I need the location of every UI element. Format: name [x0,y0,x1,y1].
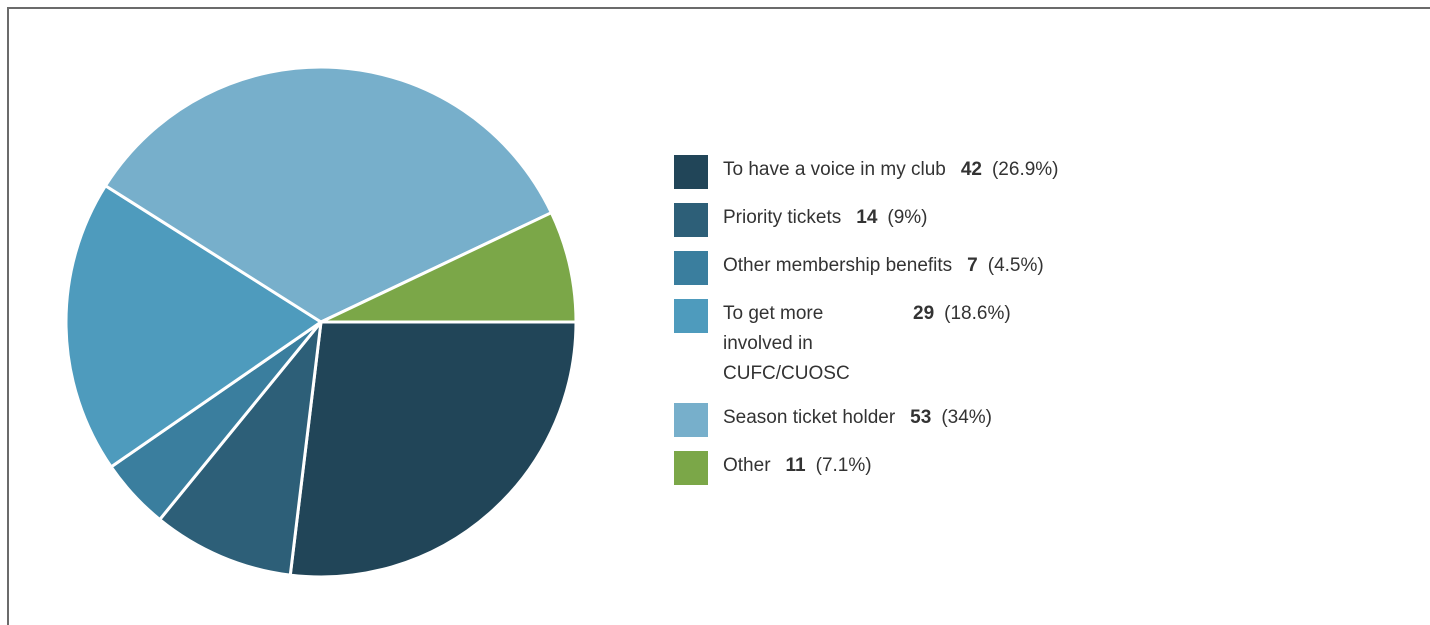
legend-item: To get more involved in CUFC/CUOSC 29 (1… [674,299,1234,389]
chart-frame [7,7,1430,625]
legend-percent: (18.6%) [944,303,1011,324]
pie-slice [288,320,578,579]
legend-label: Other membership benefits [723,255,953,276]
legend-label: To have a voice in my club [723,159,946,180]
legend-count: 53 [910,407,932,428]
legend-percent: (26.9%) [991,159,1059,180]
legend-item: Priority tickets 14 (9%) [674,203,1234,237]
legend-percent: (9%) [887,207,928,228]
pie-slices [64,65,578,579]
legend: To have a voice in my club 42 (26.9%) Pr… [674,155,1234,499]
legend-count: 14 [856,207,878,228]
pie-chart [64,65,578,579]
pie-slice [158,320,323,577]
legend-swatch [674,203,708,237]
legend-item: To have a voice in my club 42 (26.9%) [674,155,1234,189]
legend-item: Other 11 (7.1%) [674,451,1234,485]
legend-item: Other membership benefits 7 (4.5%) [674,251,1234,285]
legend-item: Season ticket holder 53 (34%) [674,403,1234,437]
legend-swatch [674,451,708,485]
legend-count: 11 [785,455,806,476]
legend-count: 29 [913,303,935,324]
legend-label: Season ticket holder [723,407,896,428]
legend-percent: (34%) [941,407,992,428]
legend-swatch [674,403,708,437]
legend-label: Other [723,455,771,476]
legend-label: Priority tickets [723,207,842,228]
pie-slice [64,184,323,469]
legend-percent: (4.5%) [987,255,1044,276]
legend-swatch [674,155,708,189]
legend-count: 42 [960,159,982,180]
legend-swatch [674,251,708,285]
legend-count: 7 [967,255,978,276]
legend-swatch [674,299,708,333]
pie-slice [319,211,578,324]
legend-label: To get more involved in CUFC/CUOSC [723,303,850,384]
pie-slice [103,65,553,324]
legend-percent: (7.1%) [815,455,872,476]
